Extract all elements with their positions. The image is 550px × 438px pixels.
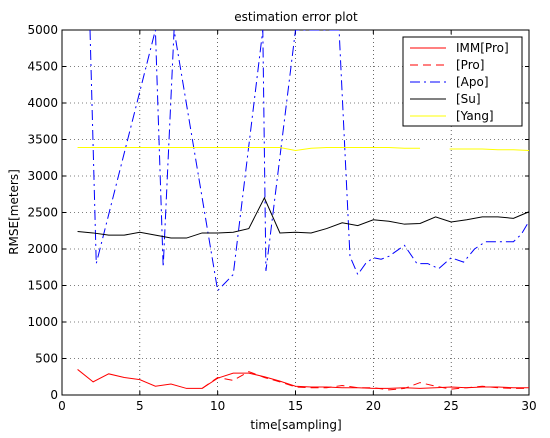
x-tick-label: 25 [444, 399, 459, 413]
y-tick-label: 4500 [27, 60, 58, 74]
chart-title: estimation error plot [234, 10, 358, 24]
series-line-2 [89, 30, 529, 292]
y-tick-label: 1500 [27, 279, 58, 293]
x-tick-label: 15 [288, 399, 303, 413]
x-tick-label: 0 [58, 399, 66, 413]
legend: IMM[Pro] [Pro] [Apo] [Su] [Yang] [402, 36, 523, 127]
series-line-3 [77, 196, 529, 239]
y-tick-label: 3500 [27, 133, 58, 147]
axis-ticks: 0 5 10 15 20 25 30 0 500 1000 1500 2000 2500 3000 3500… [27, 23, 536, 413]
y-tick-label: 5000 [27, 23, 58, 37]
x-axis-label: time[sampling] [250, 418, 341, 432]
series-lines [77, 30, 529, 391]
y-tick-label: 0 [50, 388, 58, 402]
legend-label-3: [Su] [456, 92, 481, 106]
y-tick-label: 2500 [27, 206, 58, 220]
series-line-1 [201, 371, 529, 391]
x-tick-label: 30 [521, 399, 536, 413]
legend-label-2: [Apo] [456, 75, 489, 89]
y-tick-label: 3000 [27, 169, 58, 183]
legend-box [402, 36, 523, 127]
series-line-4 [77, 147, 529, 151]
y-axis-label: RMSE[meters] [7, 169, 21, 255]
y-tick-label: 4000 [27, 96, 58, 110]
series-line-0 [77, 369, 529, 389]
legend-label-0: IMM[Pro] [456, 41, 509, 55]
legend-label-4: [Yang] [456, 109, 494, 123]
legend-label-1: [Pro] [456, 58, 484, 72]
x-tick-label: 20 [366, 399, 381, 413]
x-tick-label: 10 [210, 399, 225, 413]
y-tick-label: 1000 [27, 315, 58, 329]
y-tick-label: 500 [35, 352, 58, 366]
x-tick-label: 5 [136, 399, 144, 413]
grid [62, 30, 529, 395]
y-tick-label: 2000 [27, 242, 58, 256]
